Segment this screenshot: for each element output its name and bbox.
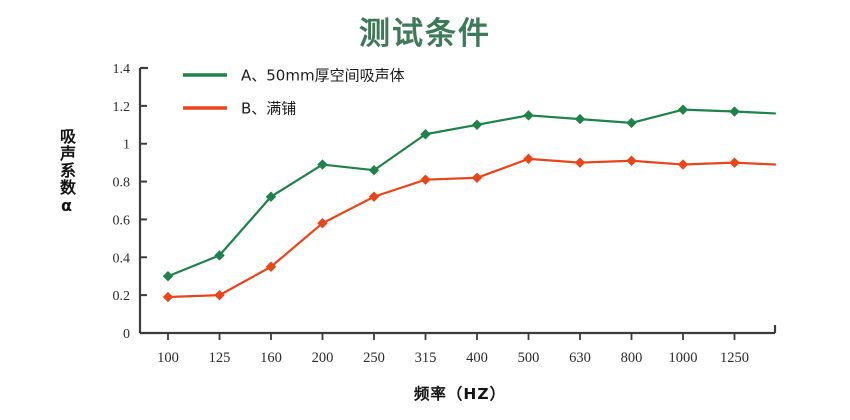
data-point-marker — [317, 159, 328, 170]
data-point-marker — [574, 113, 586, 125]
x-tick-label: 125 — [209, 350, 231, 366]
data-point-marker — [162, 271, 174, 282]
data-point-marker — [471, 119, 483, 130]
series-line-b — [162, 153, 777, 303]
data-point-marker — [729, 106, 740, 117]
x-tick-label: 250 — [363, 350, 385, 366]
y-tick-label: 0 — [123, 327, 130, 342]
data-point-marker — [317, 218, 328, 229]
data-point-marker — [471, 172, 483, 183]
x-tick-label: 1250 — [720, 350, 749, 366]
data-point-marker — [677, 104, 689, 115]
x-tick-label: 630 — [569, 350, 591, 366]
legend-label: B、满铺 — [241, 100, 296, 118]
data-point-marker — [626, 155, 637, 166]
x-tick-label: 200 — [312, 350, 334, 366]
data-point-marker — [265, 191, 277, 202]
data-point-marker — [368, 165, 380, 176]
data-point-marker — [523, 153, 534, 165]
data-point-marker — [162, 291, 174, 303]
x-tick-label: 500 — [518, 350, 540, 366]
y-tick-label: 1 — [123, 138, 130, 153]
chart-legend: A、50mm厚空间吸声体 B、满铺 — [183, 67, 405, 118]
data-point-marker — [626, 117, 637, 129]
legend-label: A、50mm厚空间吸声体 — [241, 67, 405, 85]
data-point-marker — [574, 157, 586, 168]
data-point-marker — [420, 174, 431, 185]
x-tick-label: 160 — [260, 350, 282, 366]
axis-lines — [138, 66, 777, 340]
data-point-marker — [729, 157, 740, 168]
data-point-marker — [214, 289, 225, 301]
x-tick-label: 800 — [621, 350, 643, 366]
y-tick-label: 0.8 — [113, 176, 131, 191]
x-tick-labels: 100 125 160 200 250 315 400 500 630 800 1000 1250 — [157, 350, 749, 366]
y-tick-label: 0.4 — [113, 251, 131, 266]
y-tick-label: 1.2 — [113, 100, 131, 115]
y-tick-label: 0.6 — [113, 213, 131, 228]
x-tick-label: 100 — [157, 350, 179, 366]
data-series-group — [162, 104, 777, 303]
x-tick-label: 400 — [466, 350, 488, 366]
data-point-marker — [677, 159, 689, 170]
series-line-a — [162, 104, 777, 282]
data-point-marker — [523, 110, 534, 121]
data-point-marker — [368, 191, 380, 202]
y-tick-label: 1.4 — [113, 62, 131, 77]
y-axis-title: 吸声系数α — [57, 128, 76, 216]
data-point-marker — [265, 261, 277, 272]
y-tick-label: 0.2 — [113, 289, 131, 304]
chart-title: 测试条件 — [359, 16, 491, 52]
x-tick-label: 1000 — [669, 350, 698, 366]
x-axis-title: 频率（HZ） — [413, 385, 507, 403]
data-point-marker — [420, 129, 431, 140]
x-tick-label: 315 — [415, 350, 437, 366]
data-point-marker — [214, 250, 225, 261]
y-tick-labels: 0 0.2 0.4 0.6 0.8 1 1.2 1.4 — [113, 62, 131, 342]
